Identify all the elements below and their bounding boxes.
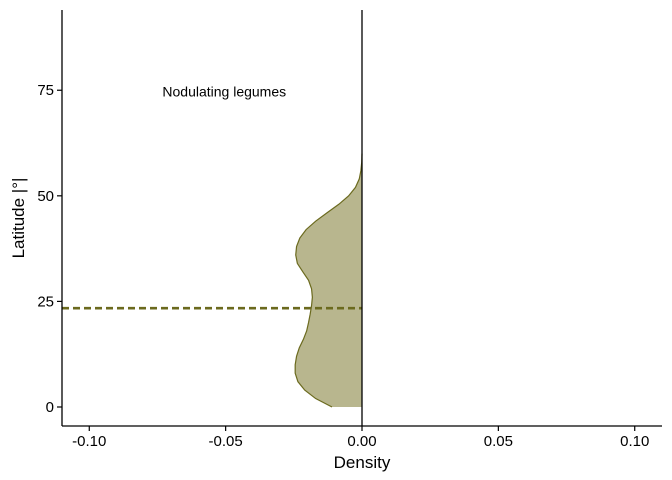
y-ticks: 0 25 50 75 (37, 82, 62, 416)
y-tick-label: 0 (46, 399, 54, 416)
y-axis-title: Latitude |°| (9, 178, 28, 259)
x-tick-label: 0.00 (347, 433, 376, 450)
x-tick-label: 0.10 (620, 433, 649, 450)
x-tick-label: -0.10 (72, 433, 106, 450)
y-tick-label: 75 (37, 82, 54, 99)
y-tick-label: 50 (37, 188, 54, 205)
plot-marks (62, 10, 363, 426)
x-tick-label: 0.05 (484, 433, 513, 450)
x-ticks: -0.10 -0.05 0.00 0.05 0.10 (72, 426, 649, 450)
y-tick-label: 25 (37, 293, 54, 310)
x-tick-label: -0.05 (209, 433, 243, 450)
density-area-0 (295, 153, 362, 407)
annotation-label: Nodulating legumes (162, 84, 286, 100)
x-axis-title: Density (334, 453, 391, 472)
density-outline-0 (294, 153, 363, 408)
